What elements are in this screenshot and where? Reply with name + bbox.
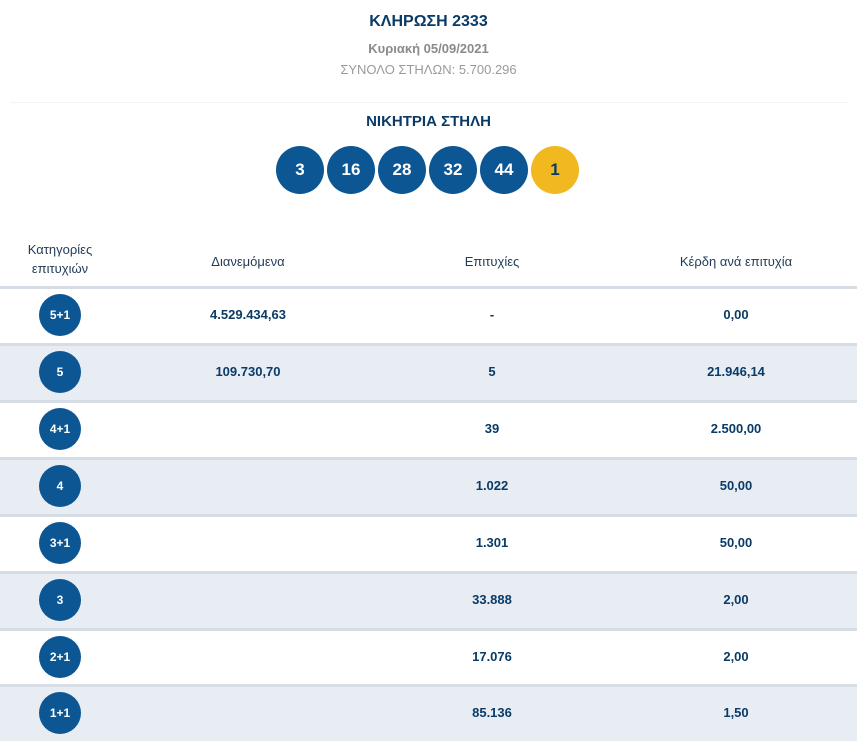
winning-column-title: ΝΙΚΗΤΡΙΑ ΣΤΗΛΗ bbox=[366, 113, 491, 130]
number-ball: 16 bbox=[327, 146, 375, 194]
table-row: 5+1 4.529.434,63 - 0,00 bbox=[0, 286, 857, 343]
category-badge: 5+1 bbox=[39, 294, 81, 336]
prize-cell: 50,00 bbox=[719, 535, 753, 550]
draw-title: ΚΛΗΡΩΣΗ 2333 bbox=[369, 13, 488, 30]
prize-cell: 1,50 bbox=[723, 705, 749, 720]
distributed-cell: 109.730,70 bbox=[215, 364, 281, 379]
row-divider bbox=[0, 286, 857, 289]
category-badge: 3+1 bbox=[39, 522, 81, 564]
category-badge: 3 bbox=[39, 579, 81, 621]
row-divider bbox=[0, 514, 857, 517]
winners-cell: 33.888 bbox=[472, 592, 512, 607]
table-row: 1+1 85.136 1,50 bbox=[0, 684, 857, 741]
total-columns: ΣΥΝΟΛΟ ΣΤΗΛΩΝ: 5.700.296 bbox=[340, 62, 517, 77]
prize-cell: 50,00 bbox=[719, 478, 753, 493]
joker-ball: 1 bbox=[531, 146, 579, 194]
header-distributed: Διανεμόμενα bbox=[211, 254, 285, 269]
prize-cell: 0,00 bbox=[723, 307, 749, 322]
winning-numbers: 3 16 28 32 44 1 bbox=[276, 146, 586, 194]
category-badge: 4 bbox=[39, 465, 81, 507]
table-row: 4 1.022 50,00 bbox=[0, 457, 857, 514]
distributed-cell: 4.529.434,63 bbox=[210, 307, 286, 322]
draw-date: Κυριακή 05/09/2021 bbox=[368, 41, 489, 56]
prize-cell: 2,00 bbox=[723, 649, 749, 664]
number-ball: 3 bbox=[276, 146, 324, 194]
row-divider bbox=[0, 400, 857, 403]
number-ball: 44 bbox=[480, 146, 528, 194]
winners-cell: 17.076 bbox=[472, 649, 512, 664]
row-divider bbox=[0, 684, 857, 687]
winners-cell: 39 bbox=[484, 421, 500, 436]
winners-cell: 85.136 bbox=[472, 705, 512, 720]
category-badge: 5 bbox=[39, 351, 81, 393]
table-row: 5 109.730,70 5 21.946,14 bbox=[0, 343, 857, 400]
prize-cell: 2.500,00 bbox=[710, 421, 762, 436]
prize-cell: 2,00 bbox=[723, 592, 749, 607]
winners-cell: 1.301 bbox=[475, 535, 509, 550]
number-ball: 32 bbox=[429, 146, 477, 194]
row-divider bbox=[0, 628, 857, 631]
category-badge: 2+1 bbox=[39, 636, 81, 678]
header-category: Κατηγορίες επιτυχιών bbox=[27, 242, 93, 276]
table-row: 2+1 17.076 2,00 bbox=[0, 628, 857, 685]
table-row: 3+1 1.301 50,00 bbox=[0, 514, 857, 571]
row-divider bbox=[0, 571, 857, 574]
header-prize: Κέρδη ανά επιτυχία bbox=[679, 254, 793, 269]
category-badge: 1+1 bbox=[39, 692, 81, 734]
category-badge: 4+1 bbox=[39, 408, 81, 450]
winners-cell: 1.022 bbox=[475, 478, 509, 493]
table-row: 4+1 39 2.500,00 bbox=[0, 400, 857, 457]
header-winners: Επιτυχίες bbox=[464, 254, 520, 269]
table-row: 3 33.888 2,00 bbox=[0, 571, 857, 628]
row-divider bbox=[0, 343, 857, 346]
winners-cell: 5 bbox=[488, 364, 496, 379]
winners-cell: - bbox=[489, 307, 495, 322]
prize-cell: 21.946,14 bbox=[707, 364, 765, 379]
row-divider bbox=[0, 457, 857, 460]
number-ball: 28 bbox=[378, 146, 426, 194]
header-divider bbox=[10, 102, 847, 103]
